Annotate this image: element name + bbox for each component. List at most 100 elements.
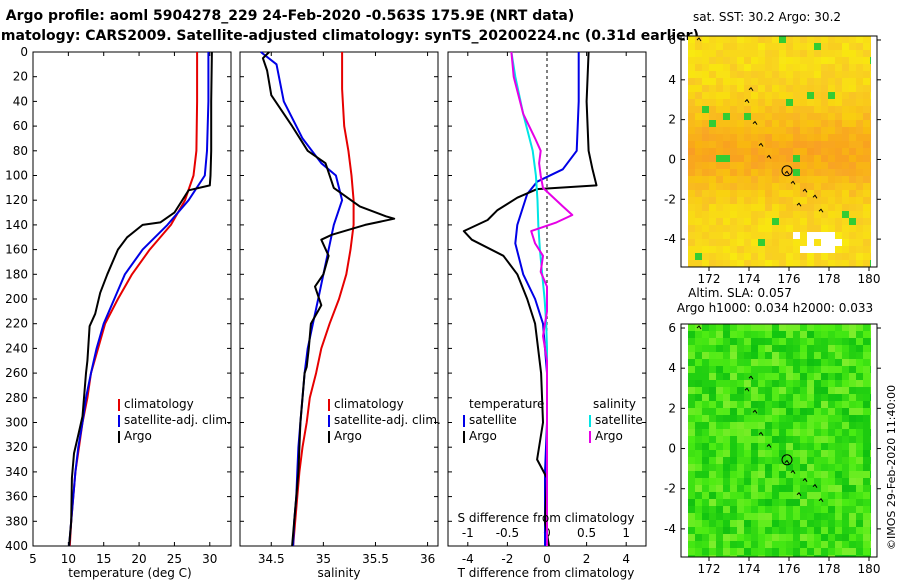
map-cell (779, 148, 786, 155)
map-cell (814, 176, 821, 183)
map-cell (744, 534, 751, 541)
map-cell (856, 548, 863, 555)
map-cell (800, 113, 807, 120)
temperature-panel: 0204060801001201401601802002202402602803… (5, 45, 232, 580)
map-cell (709, 457, 716, 464)
map-cell (695, 169, 702, 176)
map-cell (723, 541, 730, 548)
map-cell (793, 527, 800, 534)
map-cell (793, 204, 800, 211)
map-cell (744, 380, 751, 387)
map-cell (849, 71, 856, 78)
map-cell (744, 71, 751, 78)
map-cell (856, 239, 863, 246)
map-cell (800, 324, 807, 331)
island (790, 469, 796, 474)
map-cell (702, 373, 709, 380)
map-cell (800, 225, 807, 232)
map-cell (709, 366, 716, 373)
map-cell (828, 401, 835, 408)
map-cell (730, 331, 737, 338)
map-cell (765, 57, 772, 64)
map-cell (688, 78, 695, 85)
map-cell (730, 232, 737, 239)
map-cell (863, 541, 870, 548)
map-cell (737, 155, 744, 162)
map-cell (730, 239, 737, 246)
x-tick-label: 36 (420, 552, 435, 566)
map-cell (772, 176, 779, 183)
map-cell (765, 520, 772, 527)
lat-tick-label: -2 (664, 482, 676, 496)
map-cell (856, 176, 863, 183)
map-cell (688, 106, 695, 113)
map-cell (849, 499, 856, 506)
map-cell (814, 148, 821, 155)
map-cell (751, 527, 758, 534)
map-cell (751, 78, 758, 85)
map-cell (744, 506, 751, 513)
map-cell (695, 218, 702, 225)
map-cell (856, 534, 863, 541)
map-cell (695, 485, 702, 492)
map-cell (688, 478, 695, 485)
map-cell (772, 43, 779, 50)
map-cell (814, 331, 821, 338)
map-cell (828, 555, 835, 557)
island (818, 208, 824, 213)
map-cell (849, 183, 856, 190)
map-cell (842, 162, 849, 169)
map-cell (744, 183, 751, 190)
map-cell (779, 527, 786, 534)
map-cell (835, 471, 842, 478)
map-cell (695, 127, 702, 134)
x-tick-label: 25 (167, 552, 182, 566)
map-cell (786, 520, 793, 527)
map-cell (730, 57, 737, 64)
map-cell (863, 331, 870, 338)
map-cell (793, 338, 800, 345)
map-cell (702, 92, 709, 99)
depth-tick-label: 380 (5, 514, 28, 528)
map-cell (821, 457, 828, 464)
map-cell (730, 169, 737, 176)
map-cell (835, 394, 842, 401)
map-cell (800, 443, 807, 450)
map-cell (856, 443, 863, 450)
map-cell (863, 120, 870, 127)
map-cell (821, 443, 828, 450)
map-cell (800, 85, 807, 92)
map-cell (807, 71, 814, 78)
island (790, 180, 796, 185)
sst-map-frame (680, 35, 878, 268)
map-cell (786, 394, 793, 401)
map-cell (702, 555, 709, 557)
map-cell (716, 36, 723, 43)
map-cell (821, 141, 828, 148)
map-cell (821, 408, 828, 415)
map-cell (786, 366, 793, 373)
map-cell (814, 492, 821, 499)
map-cell (758, 324, 765, 331)
map-cell (842, 492, 849, 499)
map-cell (800, 57, 807, 64)
map-cell (870, 64, 871, 71)
map-cell (772, 197, 779, 204)
map-cell (807, 134, 814, 141)
map-cell (786, 499, 793, 506)
map-cell (793, 78, 800, 85)
legend-salinity-header: salinity (593, 397, 636, 411)
map-cell (786, 155, 793, 162)
map-cell (800, 408, 807, 415)
map-cell (688, 260, 695, 267)
map-cell (835, 36, 842, 43)
map-cell (863, 43, 870, 50)
map-cell (800, 499, 807, 506)
map-cell (737, 324, 744, 331)
map-cell (709, 92, 716, 99)
map-cell (695, 429, 702, 436)
map-cell (779, 541, 786, 548)
map-cell (863, 520, 870, 527)
map-cell (737, 176, 744, 183)
map-cell (842, 239, 849, 246)
